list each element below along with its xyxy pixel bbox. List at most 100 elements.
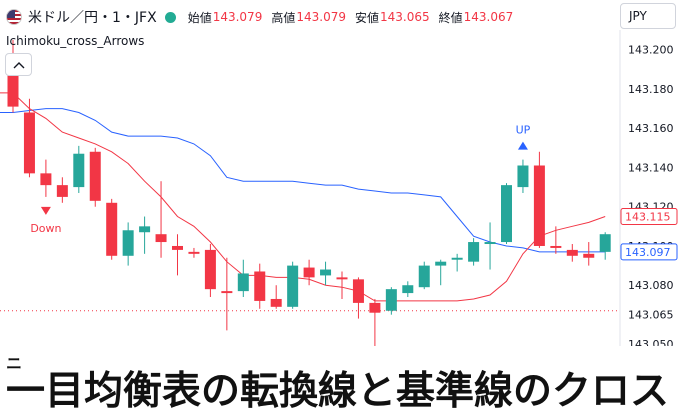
candle-body — [418, 265, 430, 288]
candle-body — [566, 249, 578, 256]
candle-body — [484, 242, 496, 245]
candle-body — [122, 230, 134, 256]
candle — [435, 259, 447, 286]
candle — [7, 39, 19, 113]
candle — [451, 253, 463, 272]
candle-body — [221, 291, 233, 294]
candle — [89, 147, 101, 207]
candle — [40, 159, 52, 197]
candle-body — [40, 173, 52, 186]
candle — [583, 242, 595, 266]
candle — [204, 244, 216, 298]
collapse-indicators-button[interactable] — [5, 53, 32, 76]
candle — [23, 98, 35, 178]
candle-body — [320, 269, 332, 276]
candle-body — [517, 165, 529, 188]
down-arrow-icon — [40, 206, 51, 215]
candle-body — [23, 112, 35, 174]
candle-body — [204, 249, 216, 290]
candle — [385, 287, 397, 315]
candle-body — [402, 285, 414, 294]
candle-body — [287, 265, 299, 307]
candle-body — [550, 245, 562, 248]
candle-body — [583, 253, 595, 258]
candle-body — [303, 267, 315, 278]
up-signal-label: UP — [516, 124, 531, 137]
kijun-price-label-box — [620, 243, 678, 261]
down-signal-label: Down — [30, 222, 61, 235]
ohlc-open-value: 143.079 — [212, 10, 263, 24]
candle — [188, 247, 200, 258]
candle — [155, 181, 167, 258]
candle-body — [172, 245, 183, 250]
caption-banner: ニ 一目均衡表の転換線と基準線のクロス — [0, 346, 680, 420]
caption-title: 一目均衡表の転換線と基準線のクロス — [6, 369, 670, 414]
candle — [501, 183, 512, 245]
candle-body — [106, 202, 118, 256]
chevron-up-icon — [13, 61, 24, 68]
candle — [352, 277, 364, 319]
candle-body — [468, 242, 480, 262]
ohlc-low-key: 安値 — [354, 10, 379, 25]
kijun-line — [0, 108, 606, 253]
candle-body — [533, 165, 545, 246]
kijun-price-label: 143.097 — [625, 246, 671, 259]
y-tick-label: 143.065 — [628, 309, 674, 322]
ohlc-close-value: 143.067 — [463, 10, 514, 24]
candle — [517, 159, 529, 193]
ohlc-low-value: 143.065 — [379, 10, 430, 24]
candle — [336, 271, 348, 299]
y-tick-label: 143.160 — [628, 122, 674, 135]
candle-body — [188, 251, 200, 254]
tenkan-price-label: 143.115 — [625, 211, 671, 224]
candle-body — [599, 234, 611, 252]
candle — [106, 198, 118, 260]
ohlc-close-key: 終値 — [438, 10, 463, 25]
up-arrow-icon — [517, 141, 528, 150]
tenkan-price-label-box — [620, 208, 678, 226]
candle — [237, 259, 249, 298]
candle-body — [155, 234, 167, 243]
candle-body — [369, 302, 381, 313]
tenkan-line — [0, 92, 606, 302]
symbol-legend: 米ドル／円・1・JFX 始値 143.079 高値 143.079 安値 143… — [6, 6, 522, 28]
candle-body — [254, 271, 266, 301]
us-flag-icon — [6, 9, 22, 25]
candle-body — [501, 185, 512, 243]
y-tick-label: 143.080 — [628, 279, 674, 292]
candle — [172, 234, 183, 276]
candle — [122, 222, 134, 266]
candle — [484, 222, 496, 270]
candle — [139, 216, 151, 254]
candle — [73, 145, 85, 193]
candle — [468, 238, 480, 266]
candle-body — [56, 185, 68, 197]
candle-body — [435, 261, 447, 266]
candle-body — [352, 279, 364, 303]
candle-body — [7, 55, 19, 107]
candle — [550, 226, 562, 254]
candle — [320, 261, 332, 286]
candle — [56, 177, 68, 203]
y-tick-label: 143.140 — [628, 161, 674, 174]
candle — [287, 261, 299, 309]
indicator-label[interactable]: Ichimoku_cross_Arrows — [6, 34, 145, 48]
candle-body — [139, 226, 151, 233]
candle — [270, 285, 282, 309]
candle — [418, 261, 430, 290]
candle — [221, 257, 233, 331]
symbol-name[interactable]: 米ドル／円・1・JFX — [28, 10, 157, 26]
y-tick-label: 143.180 — [628, 83, 674, 96]
y-tick-label: 143.200 — [628, 44, 674, 57]
market-status-icon — [164, 11, 176, 23]
currency-selector[interactable]: JPY — [620, 3, 676, 29]
candle — [599, 232, 611, 260]
candle — [369, 298, 381, 349]
candle-body — [336, 277, 348, 280]
candle — [533, 151, 545, 248]
candle — [303, 259, 315, 286]
caption-edge-text: ニ — [6, 354, 22, 373]
ohlc-open-key: 始値 — [187, 10, 212, 25]
